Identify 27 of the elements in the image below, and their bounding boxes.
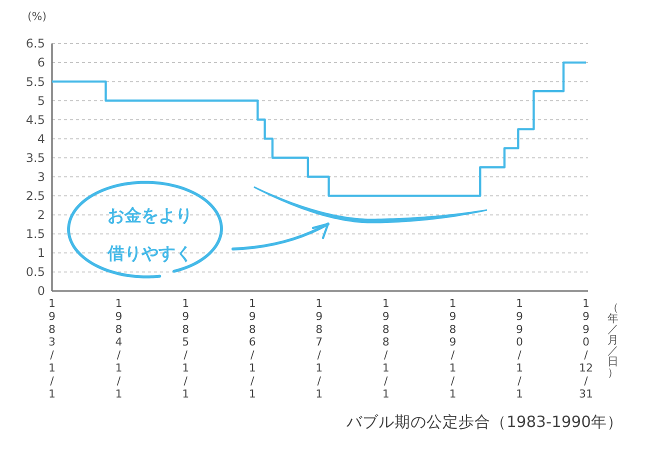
y-tick-label: 1.5 bbox=[26, 227, 45, 242]
x-tick-label: 1990/12/31 bbox=[579, 297, 593, 400]
y-tick-label: 5.5 bbox=[26, 74, 45, 89]
x-tick-label: 1988/1/1 bbox=[382, 297, 390, 400]
y-tick-label: 4.5 bbox=[26, 112, 45, 127]
y-tick-label: 1 bbox=[37, 246, 45, 260]
y-tick-label: 6.5 bbox=[26, 36, 45, 51]
x-axis-title: （年／月／日） bbox=[608, 301, 618, 379]
y-tick-label: 0.5 bbox=[26, 265, 45, 280]
y-axis-title: (%) bbox=[27, 10, 47, 23]
x-tick-label: 1989/1/1 bbox=[449, 297, 456, 400]
x-tick-label: 1986/1/1 bbox=[248, 297, 256, 400]
y-tick-label: 6 bbox=[37, 56, 45, 70]
y-tick-label: 5 bbox=[37, 94, 45, 108]
x-tick-label: 1985/1/1 bbox=[182, 297, 190, 400]
y-tick-label: 0 bbox=[37, 284, 45, 298]
y-tick-label: 3 bbox=[37, 170, 45, 184]
y-tick-label: 2.5 bbox=[26, 189, 45, 204]
text: バブル期の公定歩合（1983-1990年） bbox=[346, 413, 623, 431]
y-tick-label: 2 bbox=[37, 208, 45, 222]
x-tick-label: 1983/1/1 bbox=[48, 297, 56, 400]
x-tick-label: 1984/1/1 bbox=[115, 297, 122, 400]
annotation: お金をより借りやすく bbox=[106, 206, 192, 264]
x-tick-label: 1987/1/1 bbox=[316, 297, 323, 400]
y-tick-label: 4 bbox=[37, 132, 45, 146]
x-tick-label: 1990/1/1 bbox=[516, 297, 523, 400]
y-tick-label: 3.5 bbox=[26, 150, 45, 165]
